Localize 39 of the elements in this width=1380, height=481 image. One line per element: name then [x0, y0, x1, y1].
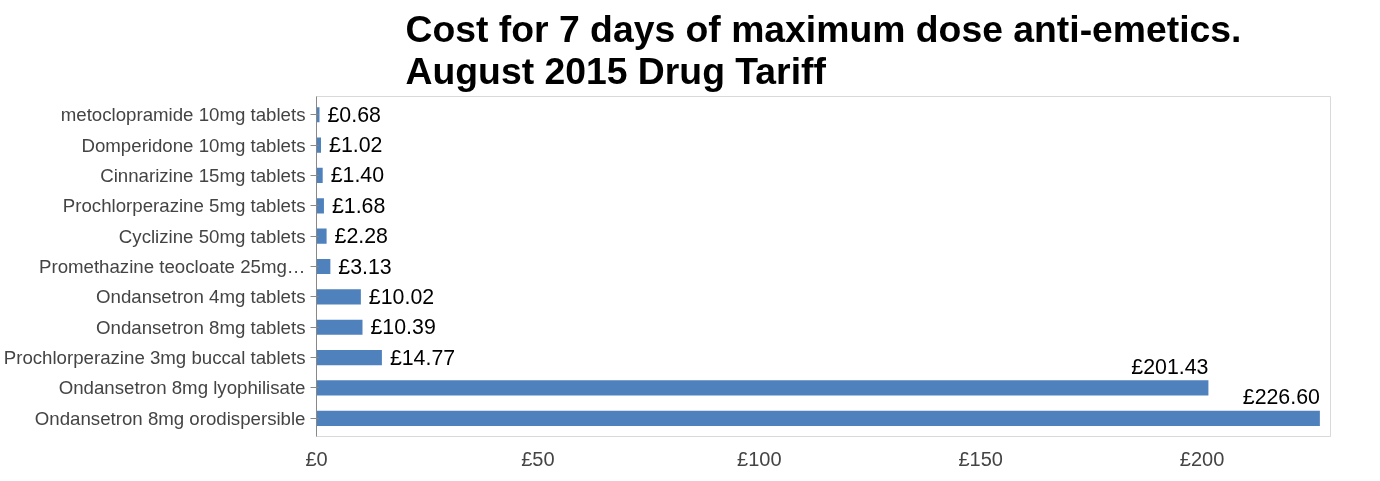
data-label: £1.02 — [329, 133, 383, 158]
y-tick-label: Domperidone 10mg tablets — [81, 134, 306, 156]
bar — [316, 228, 327, 244]
data-label: £10.02 — [368, 284, 435, 309]
data-label: £10.39 — [370, 315, 436, 340]
bar — [316, 289, 361, 305]
x-tick-label: £0 — [305, 447, 328, 470]
y-tick-label: Ondansetron 8mg tablets — [96, 316, 306, 338]
y-tick-label: Cinnarizine 15mg tablets — [100, 164, 306, 186]
data-label: £2.28 — [334, 224, 388, 249]
x-tick-label: £50 — [521, 447, 555, 470]
y-tick-label: Prochlorperazine 3mg buccal tablets — [3, 347, 306, 369]
x-tick-label: £150 — [958, 447, 1003, 470]
data-label: £226.60 — [1242, 385, 1321, 410]
bar — [316, 258, 331, 275]
data-label: £1.68 — [331, 193, 386, 218]
bar — [316, 410, 1320, 426]
data-label: £201.43 — [1131, 354, 1209, 379]
data-label: £1.40 — [330, 163, 385, 188]
x-tick-label: £200 — [1179, 447, 1225, 470]
bar — [316, 349, 382, 366]
data-label: £3.13 — [338, 254, 392, 279]
data-label: £0.68 — [327, 102, 381, 127]
bar — [316, 137, 322, 153]
y-tick-label: Ondansetron 4mg tablets — [96, 286, 306, 308]
bar — [316, 380, 1209, 396]
y-tick-label: Cyclizine 50mg tablets — [118, 225, 306, 247]
bar — [316, 167, 323, 184]
y-tick-label: Promethazine teocloate 25mg… — [38, 256, 306, 277]
y-tick-label: metoclopramide 10mg tablets — [60, 104, 306, 126]
y-tick-label: Ondansetron 8mg orodispersible — [34, 407, 306, 429]
x-tick-label: £100 — [737, 447, 782, 470]
bar — [316, 198, 324, 214]
y-tick-label: Prochlorperazine 5mg tablets — [62, 195, 306, 217]
chart-title: Cost for 7 days of maximum dose anti-emetics. August 2015 Drug Tariff — [405, 7, 1242, 92]
y-tick-label: Ondansetron 8mg lyophilisate — [58, 377, 306, 399]
data-label: £14.77 — [389, 345, 456, 370]
bar — [316, 107, 320, 123]
bar — [316, 319, 363, 335]
